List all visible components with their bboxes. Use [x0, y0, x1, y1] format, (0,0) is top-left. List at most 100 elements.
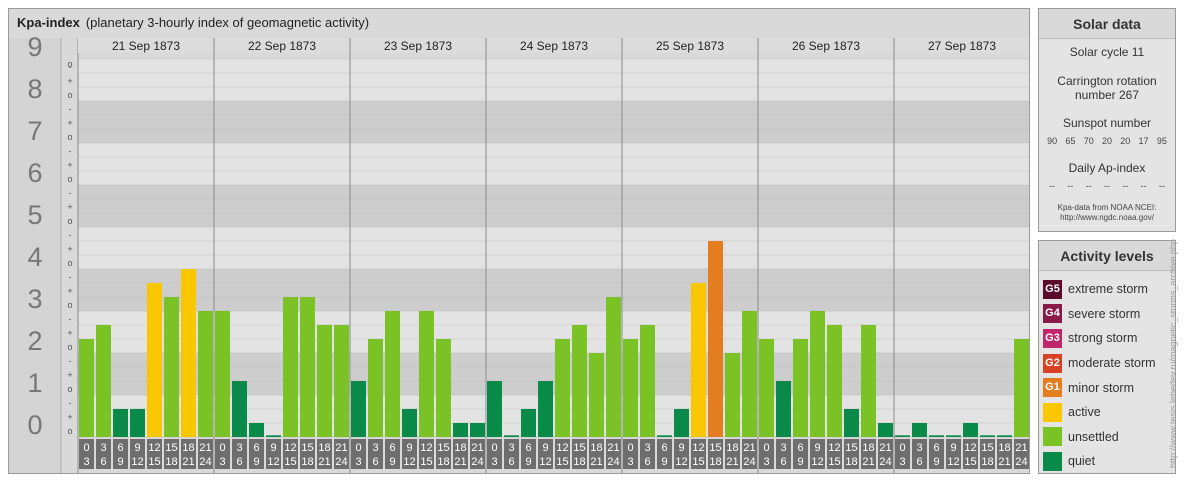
legend-swatch: G5 — [1043, 279, 1062, 299]
kp-bar — [861, 324, 876, 437]
kp-bar — [504, 435, 519, 437]
legend-label: quiet — [1068, 454, 1096, 469]
legend-item: quiet — [1043, 449, 1175, 474]
kp-bar — [436, 339, 451, 437]
data-source-link[interactable]: http://www.ngdc.noaa.gov/ — [1060, 213, 1154, 222]
kp-bar — [487, 381, 502, 437]
interval-end-label: 3 — [219, 456, 225, 468]
kp-bar — [929, 435, 944, 437]
interval-box — [946, 439, 961, 469]
kp-bar — [623, 339, 638, 437]
interval-end-label: 21 — [726, 456, 738, 468]
y-tick-label-2: 2 — [27, 326, 42, 356]
interval-end-label: 15 — [828, 456, 840, 468]
y-tick-label-1: 1 — [27, 368, 42, 398]
legend-item: G4 severe storm — [1043, 302, 1175, 327]
interval-start-label: 15 — [845, 442, 857, 454]
legend-item: G3 strong storm — [1043, 326, 1175, 351]
interval-end-label: 3 — [627, 456, 633, 468]
interval-box — [725, 439, 740, 469]
kp-bar — [776, 381, 791, 437]
interval-end-label: 24 — [199, 456, 211, 468]
interval-start-label: 12 — [692, 442, 704, 454]
legend-swatch — [1043, 427, 1062, 447]
interval-end-label: 15 — [964, 456, 976, 468]
y-minor-mark: + — [67, 370, 72, 380]
kp-bar — [300, 297, 315, 437]
interval-end-label: 24 — [1015, 456, 1027, 468]
kp-bar-chart: 0123456789o+-o+-o+-o+-o+-o+-o+-o+-o+-o21… — [9, 32, 1029, 473]
solar-data-title: Solar data — [1039, 9, 1175, 39]
interval-box — [844, 439, 859, 469]
interval-start-label: 15 — [437, 442, 449, 454]
interval-box — [912, 439, 927, 469]
interval-box — [929, 439, 944, 469]
interval-end-label: 21 — [182, 456, 194, 468]
interval-start-label: 21 — [1015, 442, 1027, 454]
y-minor-mark: + — [67, 286, 72, 296]
interval-start-label: 3 — [372, 442, 378, 454]
interval-start-label: 3 — [644, 442, 650, 454]
day-label: 27 Sep 1873 — [928, 39, 996, 53]
kp-band — [78, 101, 1029, 143]
y-minor-mark: - — [69, 146, 72, 156]
y-minor-mark: o — [67, 426, 72, 436]
interval-box — [283, 439, 298, 469]
interval-box — [742, 439, 757, 469]
interval-box — [691, 439, 706, 469]
interval-end-label: 21 — [454, 456, 466, 468]
interval-start-label: 3 — [916, 442, 922, 454]
interval-box — [215, 439, 230, 469]
interval-end-label: 18 — [573, 456, 585, 468]
ap-index-label: Daily Ap-index — [1068, 161, 1146, 175]
kp-bar — [453, 423, 468, 437]
interval-start-label: 9 — [950, 442, 956, 454]
kp-bar — [674, 408, 689, 437]
interval-box — [878, 439, 893, 469]
day-label: 24 Sep 1873 — [520, 39, 588, 53]
ap-index-values: -- -- -- -- -- -- -- — [1039, 181, 1175, 191]
interval-start-label: 0 — [627, 442, 633, 454]
kp-bar — [912, 423, 927, 437]
kp-bar — [895, 435, 910, 437]
interval-start-label: 12 — [284, 442, 296, 454]
ap-value: -- — [1049, 181, 1056, 191]
kp-chart-panel: Kpa-index (planetary 3-hourly index of ge… — [8, 8, 1030, 474]
kp-bar — [164, 297, 179, 437]
solar-data-panel: Solar data Solar cycle 11 Carrington rot… — [1038, 8, 1176, 232]
interval-box — [589, 439, 604, 469]
kp-bar — [215, 311, 230, 437]
interval-end-label: 18 — [709, 456, 721, 468]
interval-start-label: 12 — [148, 442, 160, 454]
interval-end-label: 12 — [539, 456, 551, 468]
kp-bar — [793, 339, 808, 437]
interval-box — [351, 439, 366, 469]
interval-end-label: 12 — [947, 456, 959, 468]
sunspot-value: 65 — [1065, 136, 1076, 146]
kp-bar — [419, 311, 434, 437]
kp-bar — [538, 381, 553, 437]
kp-bar — [878, 423, 893, 437]
kp-bar — [657, 435, 672, 437]
interval-box — [198, 439, 213, 469]
y-minor-mark: o — [67, 216, 72, 226]
interval-box — [232, 439, 247, 469]
interval-box — [572, 439, 587, 469]
interval-box — [776, 439, 791, 469]
interval-start-label: 6 — [933, 442, 939, 454]
interval-end-label: 3 — [83, 456, 89, 468]
interval-start-label: 15 — [981, 442, 993, 454]
interval-box — [827, 439, 842, 469]
interval-end-label: 6 — [508, 456, 514, 468]
interval-end-label: 9 — [253, 456, 259, 468]
interval-box — [997, 439, 1012, 469]
interval-end-label: 12 — [675, 456, 687, 468]
chart-subtitle: (planetary 3-hourly index of geomagnetic… — [85, 15, 370, 30]
interval-start-label: 18 — [862, 442, 874, 454]
kp-bar — [283, 297, 298, 437]
interval-box — [793, 439, 808, 469]
kp-bar — [334, 324, 349, 437]
sunspot-value: 20 — [1120, 136, 1131, 146]
interval-end-label: 21 — [862, 456, 874, 468]
interval-box — [113, 439, 128, 469]
